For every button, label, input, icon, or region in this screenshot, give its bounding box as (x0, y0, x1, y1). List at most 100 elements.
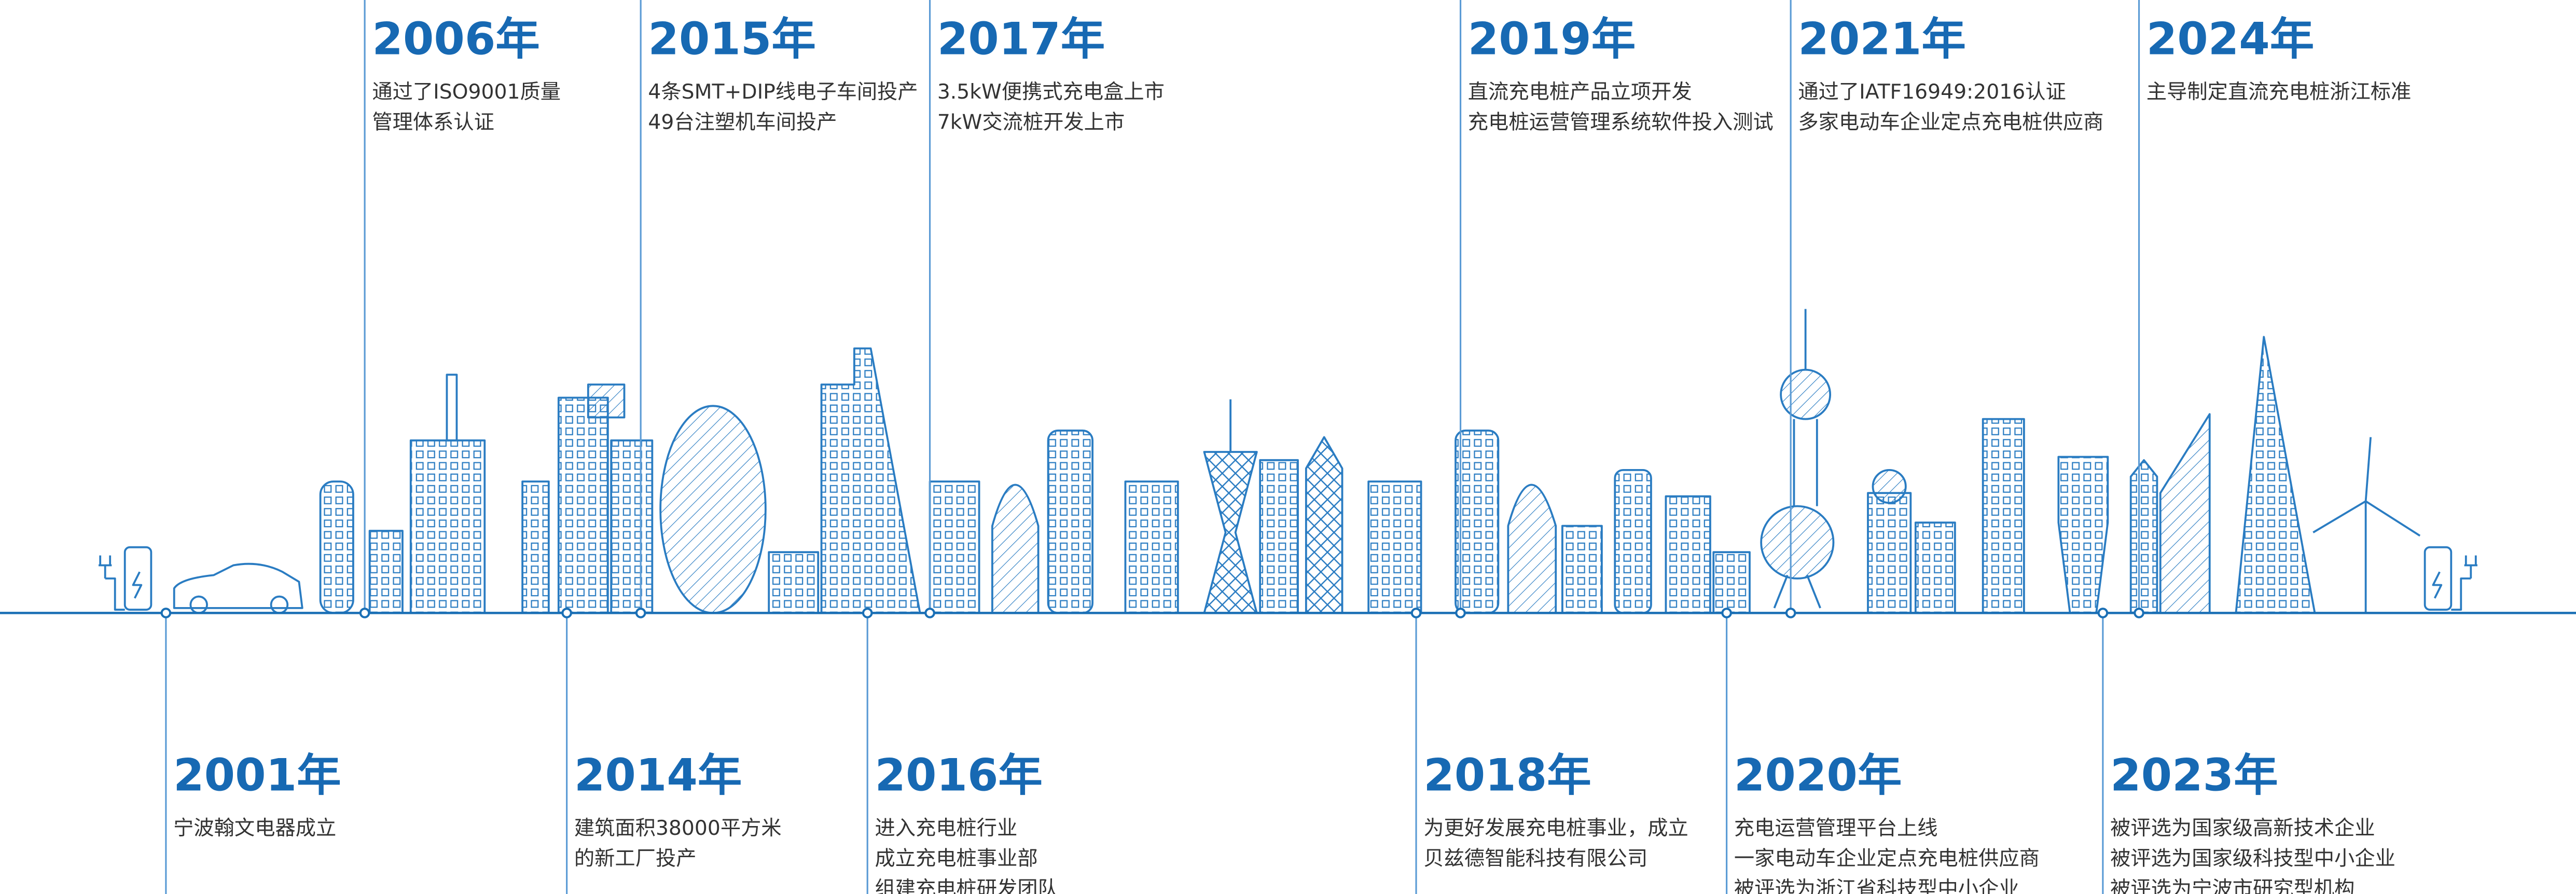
building-outline (173, 562, 303, 609)
event-description: 充电运营管理平台上线 (1734, 817, 1938, 840)
event-year: 2014年 (574, 750, 742, 801)
event-year: 2001年 (173, 750, 341, 801)
event-description: 被评选为浙江省科技型中小企业 (1734, 877, 2019, 894)
event-description: 7kW交流桩开发上市 (937, 111, 1125, 134)
event-year: 2020年 (1734, 750, 1902, 801)
event-dot (1721, 608, 1732, 618)
building-outline (270, 595, 289, 614)
event-dot (862, 608, 873, 618)
event-description: 3.5kW便携式充电盒上市 (937, 80, 1165, 104)
event-dot (160, 608, 172, 618)
event-year: 2019年 (1468, 14, 1636, 65)
building-outline (1867, 492, 1912, 614)
building-outline (2235, 336, 2316, 614)
building-outline (1712, 551, 1751, 614)
building-outline (446, 374, 458, 442)
building-outline (610, 439, 654, 614)
event-description: 49台注塑机车间投产 (648, 111, 837, 134)
building-outline (587, 383, 626, 419)
event-dot (1785, 608, 1796, 618)
event-description: 主导制定直流充电桩浙江标准 (2146, 80, 2411, 104)
event-description: 直流充电桩产品立项开发 (1468, 80, 1692, 104)
event-description: 被评选为国家级高新技术企业 (2110, 817, 2375, 840)
event-dot (359, 608, 370, 618)
building-outline (1455, 429, 1500, 614)
event-description: 充电桩运营管理系统软件投入测试 (1468, 111, 1774, 134)
building-outline (557, 396, 609, 614)
building-outline (1305, 436, 1344, 614)
building-outline (1760, 505, 1835, 580)
building-outline (659, 405, 767, 614)
event-year: 2018年 (1423, 750, 1591, 801)
building-outline (99, 555, 125, 611)
event-year: 2017年 (937, 14, 1105, 65)
event-description: 宁波翰文电器成立 (173, 817, 336, 840)
building-outline (1773, 309, 1821, 609)
building-outline (1982, 418, 2025, 614)
event-description: 被评选为国家级科技型中小企业 (2110, 847, 2395, 871)
event-description: 建筑面积38000平方米 (574, 817, 782, 840)
building-outline (2129, 459, 2158, 614)
event-description: 成立充电桩事业部 (875, 847, 1037, 871)
event-year: 2024年 (2146, 14, 2314, 65)
event-dot (2097, 608, 2109, 618)
event-description: 被评选为宁波市研究型机构 (2110, 877, 2355, 894)
event-year: 2016年 (875, 750, 1042, 801)
event-year: 2023年 (2110, 750, 2278, 801)
event-description: 4条SMT+DIP线电子车间投产 (648, 80, 918, 104)
building-outline (991, 484, 1040, 614)
event-dot (1410, 608, 1422, 618)
event-dot (2134, 608, 2144, 618)
building-outline (1203, 399, 1258, 614)
event-description: 管理体系认证 (372, 111, 494, 134)
building-outline (189, 595, 208, 614)
event-year: 2021年 (1798, 14, 1965, 65)
timeline-event: 2017年 3.5kW便携式充电盒上市 7kW交流桩开发上市 (924, 0, 1165, 618)
timeline-event: 2020年充电运营管理平台上线一家电动车企业定点充电桩供应商被评选为浙江省科技型… (1721, 608, 2040, 894)
building-outline (319, 480, 354, 614)
event-description: 为更好发展充电桩事业，成立 (1423, 817, 1688, 840)
building-outline (1614, 469, 1652, 614)
timeline-event: 2023年被评选为国家级高新技术企业被评选为国家级科技型中小企业被评选为宁波市研… (2097, 608, 2395, 894)
building-outline (820, 347, 921, 614)
building-outline (1561, 525, 1603, 614)
building-outline (1872, 469, 1907, 504)
building-outline (1047, 429, 1094, 614)
building-outline (2312, 437, 2421, 613)
building-outline (409, 439, 486, 614)
building-outline (1914, 521, 1956, 614)
building-outline (521, 480, 550, 614)
event-dot (561, 608, 572, 618)
building-outline (1780, 368, 1832, 420)
event-description: 组建充电桩研发团队 (875, 877, 1058, 894)
events: 2001年宁波翰文电器成立2006年通过了ISO9001质量管理体系认证2014… (160, 0, 2411, 894)
event-description: 的新工厂投产 (574, 847, 697, 871)
building-outline (2423, 546, 2453, 611)
building-outline (132, 571, 143, 599)
building-outline (123, 546, 153, 611)
building-outline (1507, 484, 1557, 614)
building-outline (1259, 459, 1299, 614)
event-dot (924, 608, 935, 618)
building-outline (929, 480, 980, 614)
event-description: 进入充电桩行业 (875, 817, 1017, 840)
timeline-event: 2015年 4条SMT+DIP线电子车间投产 49台注塑机车间投产 (635, 0, 918, 618)
building-outline (1124, 480, 1179, 614)
building-outline (768, 551, 820, 614)
event-dot (635, 608, 646, 618)
event-year: 2006年 (372, 14, 539, 65)
event-description: 多家电动车企业定点充电桩供应商 (1798, 111, 2103, 134)
event-year: 2015年 (648, 14, 815, 65)
event-dot (1455, 608, 1466, 618)
building-outline (368, 530, 404, 614)
event-description: 通过了ISO9001质量 (372, 80, 561, 104)
